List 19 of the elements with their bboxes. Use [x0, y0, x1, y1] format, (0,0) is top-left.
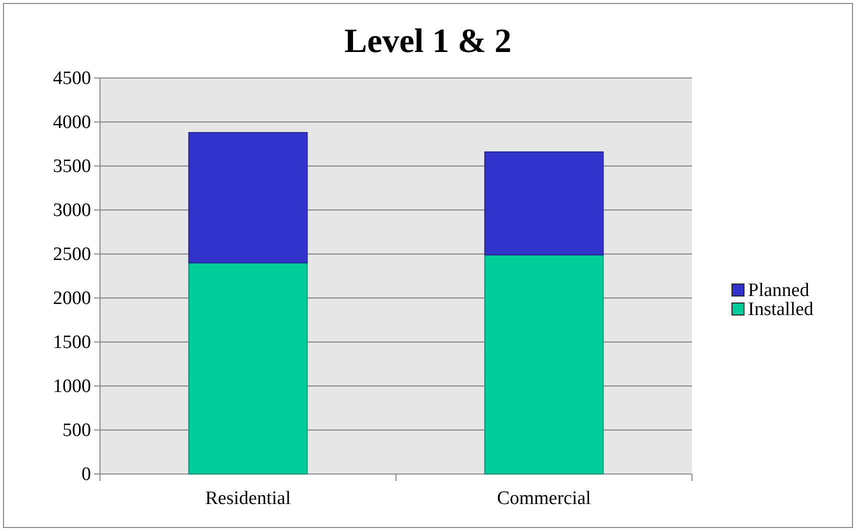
y-tick-label: 500 [62, 420, 91, 442]
y-tick-label: 3500 [53, 156, 91, 178]
bar [188, 132, 308, 264]
chart-title: Level 1 & 2 [344, 23, 512, 60]
y-tick-label: 1000 [53, 376, 91, 398]
x-tick-label: Commercial [497, 488, 591, 509]
legend-label: Planned [748, 280, 810, 301]
y-tick-label: 2000 [53, 288, 91, 310]
bar [484, 254, 604, 474]
bar [188, 262, 308, 474]
y-tick-label: 4000 [53, 112, 91, 134]
bar [484, 151, 604, 256]
y-tick-label: 2500 [53, 244, 91, 266]
y-tick-label: 0 [82, 464, 91, 486]
x-tick-label: Residential [205, 488, 291, 509]
legend-label: Installed [748, 299, 814, 320]
y-tick-label: 3000 [53, 200, 91, 222]
y-tick-label: 1500 [53, 332, 91, 354]
y-tick-label: 4500 [53, 68, 91, 90]
